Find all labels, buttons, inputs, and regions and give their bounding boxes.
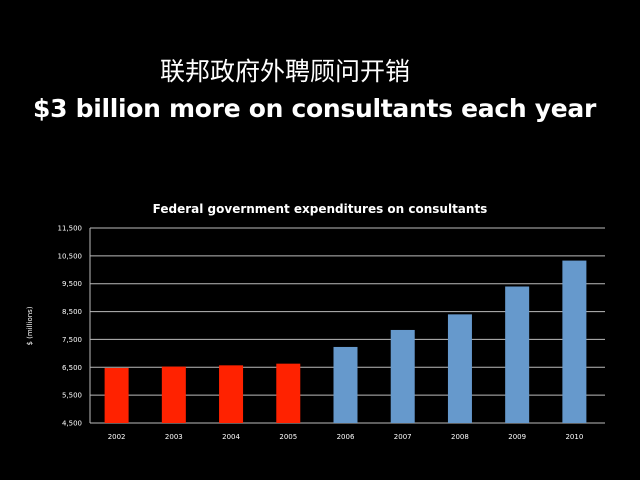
x-tick-label: 2006 <box>337 433 355 441</box>
x-tick-label: 2007 <box>394 433 412 441</box>
bar-2005 <box>276 363 301 423</box>
x-tick-label: 2002 <box>108 433 126 441</box>
y-tick-label: 7,500 <box>62 336 82 344</box>
bar-2009 <box>505 286 530 423</box>
slide-title: $3 billion more on consultants each year <box>33 94 597 123</box>
y-tick-label: 10,500 <box>58 252 83 260</box>
y-tick-label: 11,500 <box>58 225 83 233</box>
x-tick-label: 2004 <box>222 433 240 441</box>
bar-2010 <box>562 260 587 423</box>
y-tick-label: 4,500 <box>62 420 82 428</box>
x-tick-label: 2010 <box>565 433 583 441</box>
y-tick-label: 9,500 <box>62 280 82 288</box>
slide-title-chinese: 联邦政府外聘顾问开销 <box>159 57 410 86</box>
y-tick-label: 6,500 <box>62 364 82 372</box>
x-tick-label: 2003 <box>165 433 183 441</box>
bar-2004 <box>219 365 244 423</box>
y-axis-label: $ (millions) <box>26 306 34 345</box>
y-tick-label: 5,500 <box>62 392 82 400</box>
bar-2003 <box>161 366 186 423</box>
x-tick-label: 2009 <box>508 433 526 441</box>
x-tick-label: 2005 <box>279 433 297 441</box>
bar-2006 <box>333 346 358 423</box>
bar-2002 <box>104 367 129 423</box>
bar-2008 <box>447 314 472 423</box>
chart-title: Federal government expenditures on consu… <box>153 202 488 216</box>
y-tick-label: 8,500 <box>62 308 82 316</box>
bar-2007 <box>390 329 415 423</box>
x-tick-label: 2008 <box>451 433 469 441</box>
